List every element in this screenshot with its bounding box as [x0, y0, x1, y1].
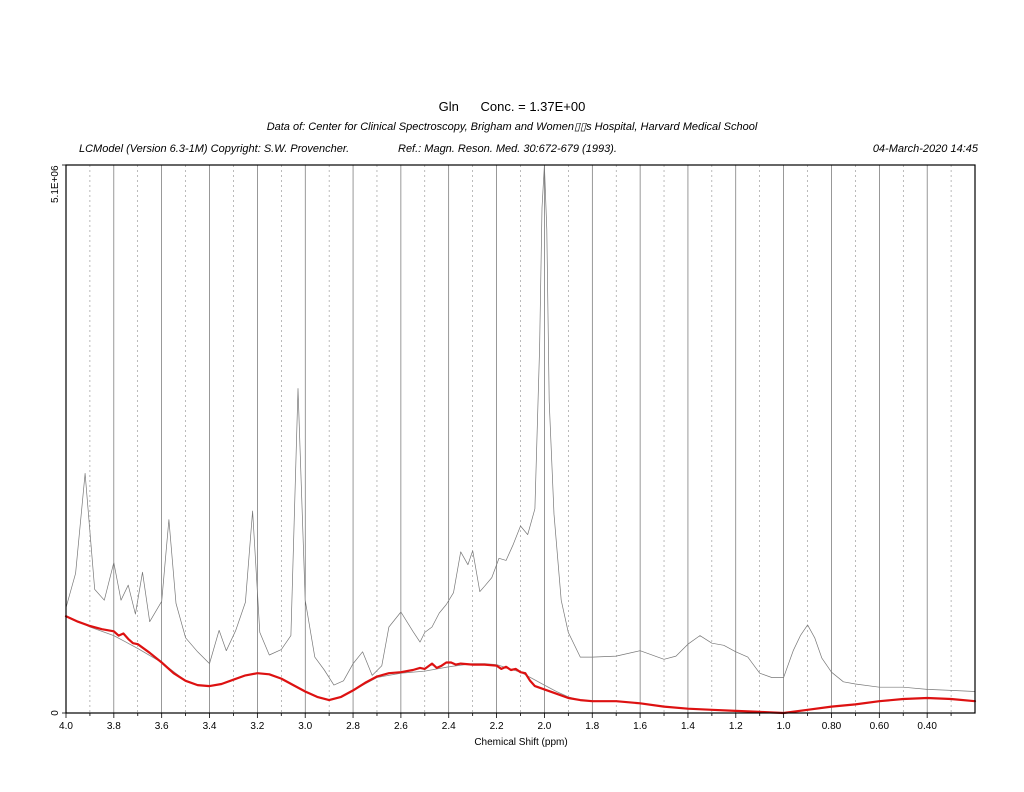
x-tick-label: 4.0	[59, 721, 73, 732]
x-tick-label: 1.0	[777, 721, 791, 732]
software-credit: LCModel (Version 6.3-1M) Copyright: S.W.…	[79, 143, 350, 155]
x-tick-label: 2.0	[537, 721, 551, 732]
data-source-line: Data of: Center for Clinical Spectroscop…	[266, 121, 758, 133]
x-tick-label: 1.4	[681, 721, 695, 732]
x-tick-label: 3.8	[107, 721, 121, 732]
x-tick-label: 2.8	[346, 721, 360, 732]
date-timestamp: 04-March-2020 14:45	[872, 143, 978, 155]
chart-title: Gln Conc. = 1.37E+00	[438, 99, 586, 114]
x-tick-label: 0.80	[822, 721, 842, 732]
x-tick-label: 1.6	[633, 721, 647, 732]
x-tick-label: 1.2	[729, 721, 743, 732]
x-tick-label: 0.60	[870, 721, 890, 732]
grid-layer	[65, 165, 952, 713]
x-tick-label: 3.2	[250, 721, 264, 732]
x-tick-label: 2.2	[490, 721, 504, 732]
x-tick-label: 2.6	[394, 721, 408, 732]
gln-fit-line	[64, 615, 977, 715]
spectrum-line	[65, 164, 976, 692]
x-tick-label: 3.4	[203, 721, 217, 732]
axis-layer: 4.0 3.8 3.6 3.4 3.2 3.0 2.8 2.6 2.4 2.2 2.0 1.8 1.6 1…	[50, 164, 952, 732]
x-tick-label: 3.6	[155, 721, 169, 732]
x-tick-label: 1.8	[585, 721, 599, 732]
x-tick-label: 3.0	[298, 721, 312, 732]
y-tick-label: 0	[50, 710, 61, 716]
x-tick-label: 2.4	[442, 721, 456, 732]
x-tick-label: 0.40	[917, 721, 937, 732]
y-tick-label: 5.1E+06	[50, 165, 61, 203]
x-axis-label: Chemical Shift (ppm)	[474, 737, 567, 748]
reference-citation: Ref.: Magn. Reson. Med. 30:672-679 (1993…	[398, 143, 617, 155]
